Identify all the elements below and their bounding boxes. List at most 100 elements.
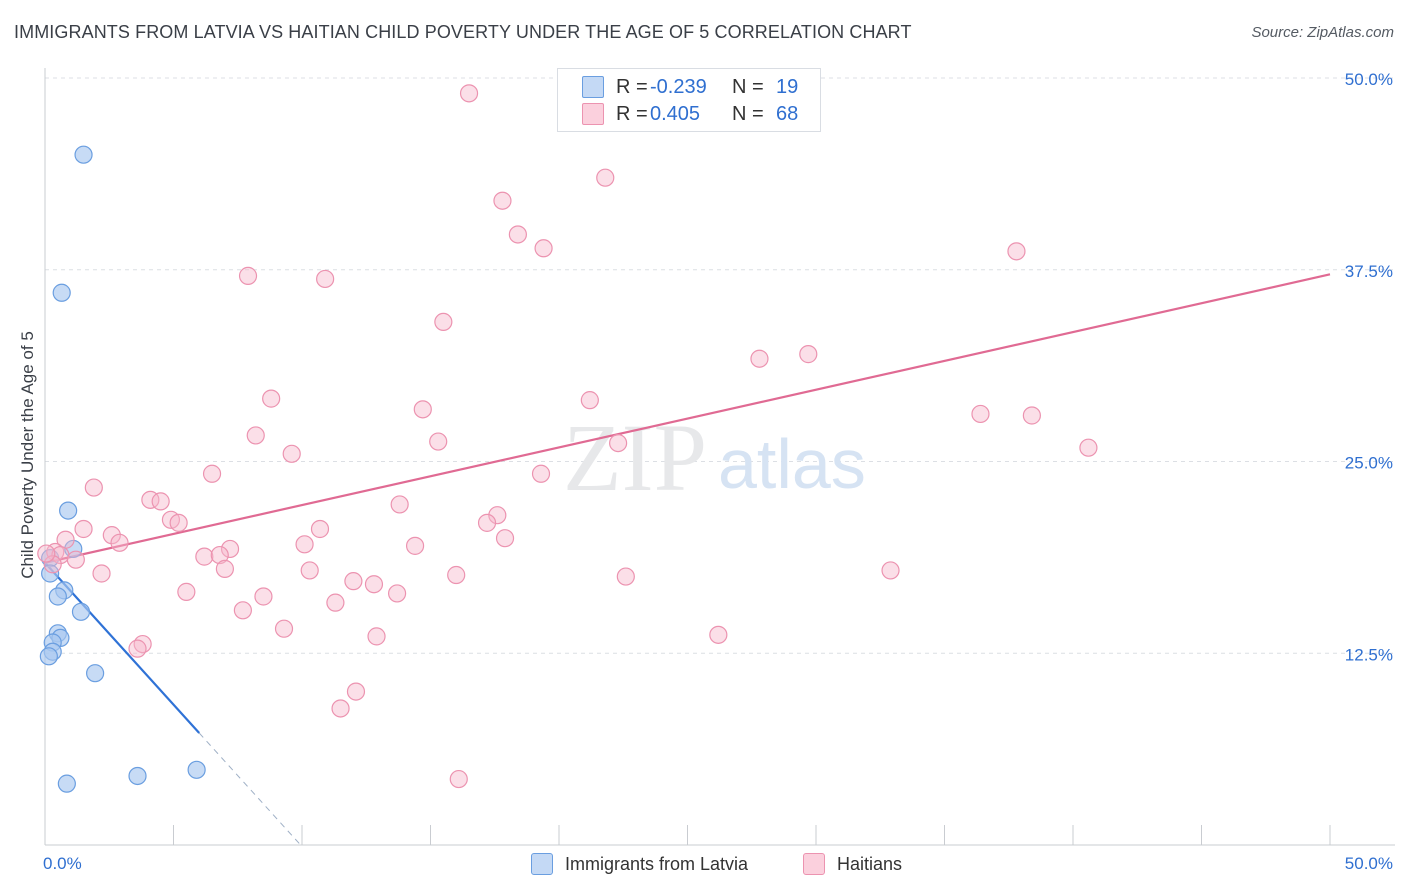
haitians-point: [326, 593, 345, 612]
haitians-point: [434, 312, 453, 332]
bottom-latvia-label: Immigrants from Latvia: [565, 853, 749, 874]
latvia-point: [39, 647, 58, 666]
haitians-point: [493, 191, 512, 210]
data-points: [37, 84, 1098, 793]
watermark-atlas: atlas: [718, 425, 866, 503]
haitians-point: [331, 699, 350, 718]
watermark: ZIP atlas: [563, 404, 866, 511]
latvia-point: [59, 501, 78, 520]
haitians-point: [609, 433, 628, 453]
haitians-point: [971, 404, 990, 424]
y-axis-label: Child Poverty Under the Age of 5: [18, 331, 37, 579]
haitians-point: [254, 587, 273, 606]
haitians-point: [246, 426, 265, 445]
haitians-r-value: 0.405: [650, 102, 701, 125]
haitians-point: [210, 545, 229, 565]
haitians-point: [195, 547, 214, 566]
haitians-point: [488, 506, 507, 525]
haitians-n-value: 68: [776, 102, 799, 125]
latvia-point: [74, 145, 93, 164]
x-tick-label: 0.0%: [43, 854, 82, 873]
haitians-point: [43, 555, 62, 574]
bottom-latvia-swatch: [531, 853, 553, 875]
haitians-point: [92, 564, 111, 583]
y-tick-label: 12.5%: [1345, 645, 1393, 664]
haitians-swatch: [582, 103, 604, 125]
haitians-point: [66, 550, 85, 569]
latvia-n-label: N =: [732, 75, 764, 98]
haitians-point: [390, 495, 409, 514]
haitians-point: [364, 575, 384, 594]
latvia-swatch: [582, 76, 604, 98]
haitians-point: [367, 627, 386, 646]
bottom-legend-latvia: Immigrants from Latvia: [531, 852, 748, 876]
latvia-trend-extension: [198, 732, 303, 847]
haitians-point: [709, 625, 728, 644]
latvia-r-value: -0.239: [650, 75, 707, 98]
bottom-haitians-label: Haitians: [837, 853, 903, 874]
haitians-point: [282, 444, 301, 463]
legend-row-latvia: R = -0.239 N = 19: [582, 75, 798, 99]
haitians-point: [295, 535, 314, 554]
haitians-point: [750, 349, 769, 368]
haitians-point: [531, 464, 551, 483]
haitians-point: [177, 582, 196, 601]
haitians-point: [459, 84, 479, 103]
haitians-point: [447, 565, 466, 585]
haitians-point: [37, 544, 56, 563]
haitians-trend-line: [44, 273, 1331, 564]
legend-row-haitians: R = 0.405 N = 68: [582, 102, 798, 126]
latvia-point: [57, 774, 76, 793]
source-label: Source: ZipAtlas.com: [1251, 24, 1394, 41]
haitians-point: [616, 567, 635, 586]
haitians-point: [1022, 406, 1041, 425]
bottom-haitians-swatch: [803, 853, 825, 875]
latvia-point: [187, 760, 206, 779]
haitians-point: [534, 239, 553, 258]
haitians-point: [110, 533, 129, 552]
haitians-point: [238, 266, 258, 285]
haitians-point: [495, 529, 515, 548]
haitians-point: [344, 572, 363, 591]
bottom-legend-haitians: Haitians: [803, 852, 902, 876]
haitians-point: [128, 639, 147, 658]
haitians-point: [84, 478, 103, 497]
latvia-point: [71, 602, 91, 621]
haitians-n-label: N =: [732, 102, 764, 125]
y-tick-label: 37.5%: [1345, 262, 1393, 281]
haitians-point: [215, 559, 234, 578]
haitians-point: [220, 539, 240, 559]
haitians-r-label: R =: [616, 102, 648, 125]
haitians-point: [508, 225, 527, 244]
haitians-point: [405, 536, 425, 555]
latvia-point: [48, 587, 67, 606]
chart-title: IMMIGRANTS FROM LATVIA VS HAITIAN CHILD …: [14, 22, 912, 42]
haitians-point: [169, 513, 188, 532]
haitians-point: [881, 561, 900, 580]
haitians-point: [316, 269, 335, 289]
axes: [44, 68, 1395, 846]
grid-lines: [45, 77, 1395, 654]
correlation-legend: R = -0.239 N = 19 R = 0.405 N = 68: [557, 68, 821, 132]
haitians-point: [262, 389, 281, 408]
haitians-point: [413, 400, 432, 419]
y-tick-label: 25.0%: [1345, 454, 1393, 473]
latvia-point: [128, 766, 147, 786]
haitians-point: [300, 561, 319, 580]
haitians-point: [449, 769, 468, 789]
haitians-point: [233, 601, 252, 620]
watermark-zip: ZIP: [563, 404, 707, 511]
x-tick-label: 50.0%: [1345, 854, 1393, 873]
latvia-point: [52, 283, 71, 302]
haitians-point: [102, 526, 121, 545]
haitians-point: [1079, 438, 1098, 457]
y-tick-label: 50.0%: [1345, 70, 1393, 89]
haitians-point: [202, 464, 222, 483]
haitians-point: [1007, 242, 1026, 261]
haitians-point: [274, 619, 294, 638]
haitians-point: [580, 391, 599, 410]
trend-lines: [44, 273, 1331, 847]
latvia-r-label: R =: [616, 75, 648, 98]
latvia-n-value: 19: [776, 75, 799, 98]
